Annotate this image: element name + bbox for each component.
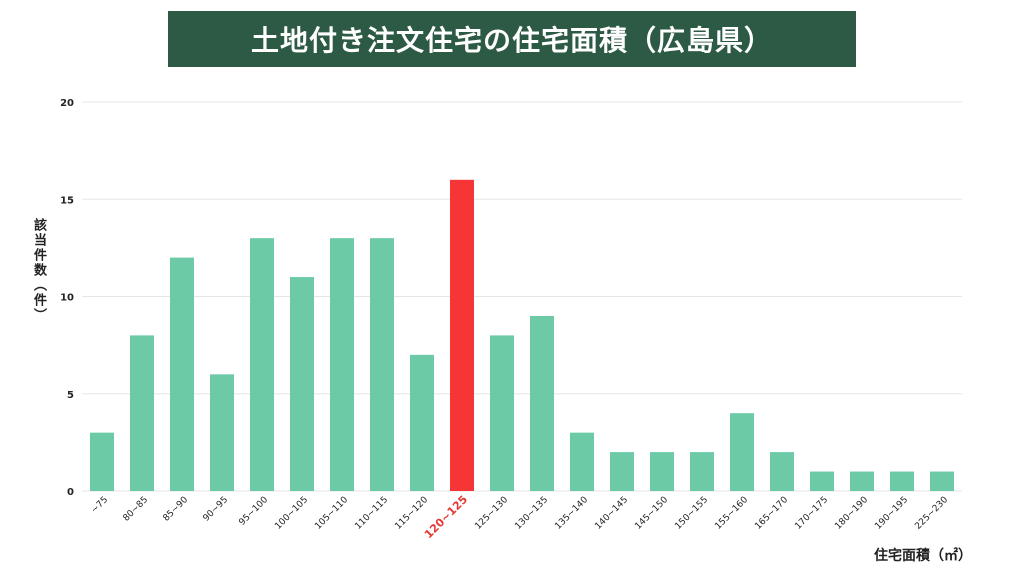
bar [90,432,114,491]
x-tick-label: 115~120 [393,495,430,532]
bar [490,335,514,491]
bar [210,374,234,491]
x-tick-label: 140~145 [593,495,630,532]
bar [650,452,674,491]
bar [330,238,354,491]
x-axis-label: 住宅面積（㎡） [874,548,972,564]
y-tick-label: 20 [60,98,74,109]
x-tick-label: 155~160 [713,495,750,532]
bar [930,471,954,491]
bar [130,335,154,491]
chart-title: 土地付き注文住宅の住宅面積（広島県） [250,24,773,57]
x-tick-label: 90~95 [202,495,231,524]
bar [610,452,634,491]
y-tick-label: 0 [67,487,74,498]
x-tick-label: 120~125 [422,493,470,541]
bar [170,257,194,491]
bar [770,452,794,491]
x-tick-label: 165~170 [753,495,790,532]
bar [410,354,434,491]
x-tick-label: 100~105 [273,495,310,532]
bar [810,471,834,491]
x-tick-label: 190~195 [873,495,910,532]
y-tick-label: 15 [60,195,74,206]
x-tick-label: 95~100 [237,495,270,528]
bar [570,432,594,491]
bar [450,179,474,492]
x-tick-label: 145~150 [633,495,670,532]
x-tick-label: 110~115 [353,495,390,532]
bar [850,471,874,491]
bar [250,238,274,491]
bar [370,238,394,491]
bar [290,277,314,491]
x-tick-label: 150~155 [673,495,710,532]
y-tick-label: 5 [67,390,74,401]
x-tick-label: 80~85 [122,495,151,524]
bar [690,452,714,491]
x-tick-label: 105~110 [313,495,350,532]
x-tick-label: 170~175 [793,495,830,532]
y-tick-label: 10 [60,293,74,304]
y-axis-label: 該当件数（件） [31,218,46,323]
chart-title-banner: 土地付き注文住宅の住宅面積（広島県） [168,11,856,67]
x-tick-label: 125~130 [473,495,510,532]
x-tick-label: 85~90 [162,495,191,524]
bar [530,315,554,491]
x-tick-label: 135~140 [553,495,590,532]
bar [730,413,754,491]
x-tick-label: 180~190 [833,495,870,532]
x-tick-label: ~75 [90,495,111,516]
bar [890,471,914,491]
x-tick-label: 130~135 [513,495,550,532]
x-tick-label: 225~230 [913,495,950,532]
